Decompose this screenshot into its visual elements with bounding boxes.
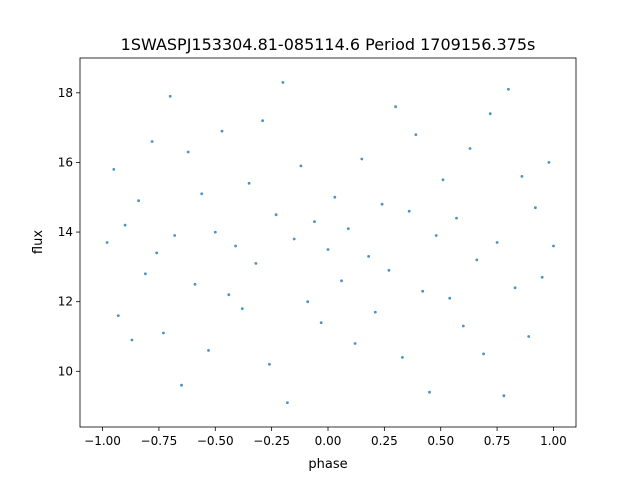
data-point (527, 335, 531, 338)
data-point (137, 199, 141, 203)
data-point (286, 401, 289, 404)
data-point (180, 383, 183, 387)
data-point (200, 192, 204, 196)
data-point (247, 181, 251, 185)
data-point (130, 338, 134, 342)
x-tick-label: 0.00 (315, 434, 342, 448)
data-point (105, 241, 109, 244)
data-point (513, 286, 517, 290)
x-tick-label: −0.75 (141, 434, 178, 448)
x-tick-label: −1.00 (84, 434, 121, 448)
data-point (468, 147, 472, 150)
data-point (520, 175, 524, 178)
data-point (475, 258, 479, 262)
data-point (234, 244, 238, 248)
data-point (299, 164, 303, 168)
x-tick-label: 0.75 (484, 434, 511, 448)
data-point (227, 293, 231, 297)
data-point (448, 296, 452, 300)
data-point (360, 157, 364, 161)
data-point (123, 223, 127, 227)
data-point (274, 213, 278, 217)
data-point (254, 262, 258, 265)
data-point (540, 275, 544, 279)
data-point (401, 356, 404, 359)
data-point (507, 87, 510, 91)
data-point (168, 94, 172, 98)
data-point (193, 282, 197, 286)
data-point (414, 133, 418, 137)
data-point (313, 220, 316, 224)
data-point (186, 150, 190, 154)
data-point (380, 202, 384, 206)
data-point (116, 314, 120, 317)
data-point (488, 112, 492, 116)
y-axis-label: flux (31, 230, 46, 254)
data-point (213, 230, 217, 234)
data-point (387, 268, 391, 272)
data-point (373, 310, 377, 314)
data-point (207, 349, 210, 352)
data-point (319, 321, 323, 324)
axes: −1.00 −0.75 −0.50 −0.25 0.00 0.25 0.50 0.75 1.00… (58, 57, 577, 448)
data-point (144, 272, 147, 276)
data-point (353, 342, 357, 345)
data-point (333, 195, 337, 199)
data-point (240, 307, 244, 310)
x-tick-label: 1.00 (540, 434, 567, 448)
data-point (461, 324, 465, 328)
data-point (547, 161, 551, 164)
x-tick-label: −0.25 (253, 434, 290, 448)
y-tick-label: 16 (58, 155, 73, 169)
data-point (346, 227, 350, 231)
data-point (441, 178, 445, 182)
data-point (502, 394, 506, 398)
data-point (495, 241, 499, 244)
data-point (150, 140, 154, 143)
data-point (220, 129, 224, 133)
y-tick-label: 12 (58, 295, 73, 309)
data-point (155, 251, 159, 255)
data-point (173, 234, 177, 237)
data-point (552, 244, 555, 248)
chart-title: 1SWASPJ153304.81-085114.6 Period 1709156… (121, 35, 536, 54)
data-point (112, 168, 116, 171)
x-tick-label: 0.25 (371, 434, 398, 448)
plot-area (105, 81, 555, 404)
y-tick-label: 14 (58, 225, 73, 239)
x-tick-label: 0.50 (427, 434, 454, 448)
data-point (394, 105, 397, 109)
data-point (261, 119, 264, 123)
data-point (326, 248, 330, 251)
data-point (482, 352, 485, 356)
data-point (162, 331, 165, 335)
data-point (367, 255, 370, 258)
data-point (306, 300, 310, 304)
data-point (428, 390, 431, 394)
y-tick-label: 10 (58, 364, 73, 378)
data-point (534, 206, 537, 210)
data-point (281, 81, 285, 84)
data-point (292, 237, 296, 241)
data-point (434, 234, 438, 237)
data-point (268, 362, 271, 366)
y-tick-label: 18 (58, 86, 73, 100)
data-point (340, 279, 343, 283)
data-point (455, 216, 458, 220)
x-axis-label: phase (308, 457, 347, 472)
data-point (421, 289, 425, 293)
x-tick-label: −0.50 (197, 434, 234, 448)
data-point (407, 209, 411, 213)
